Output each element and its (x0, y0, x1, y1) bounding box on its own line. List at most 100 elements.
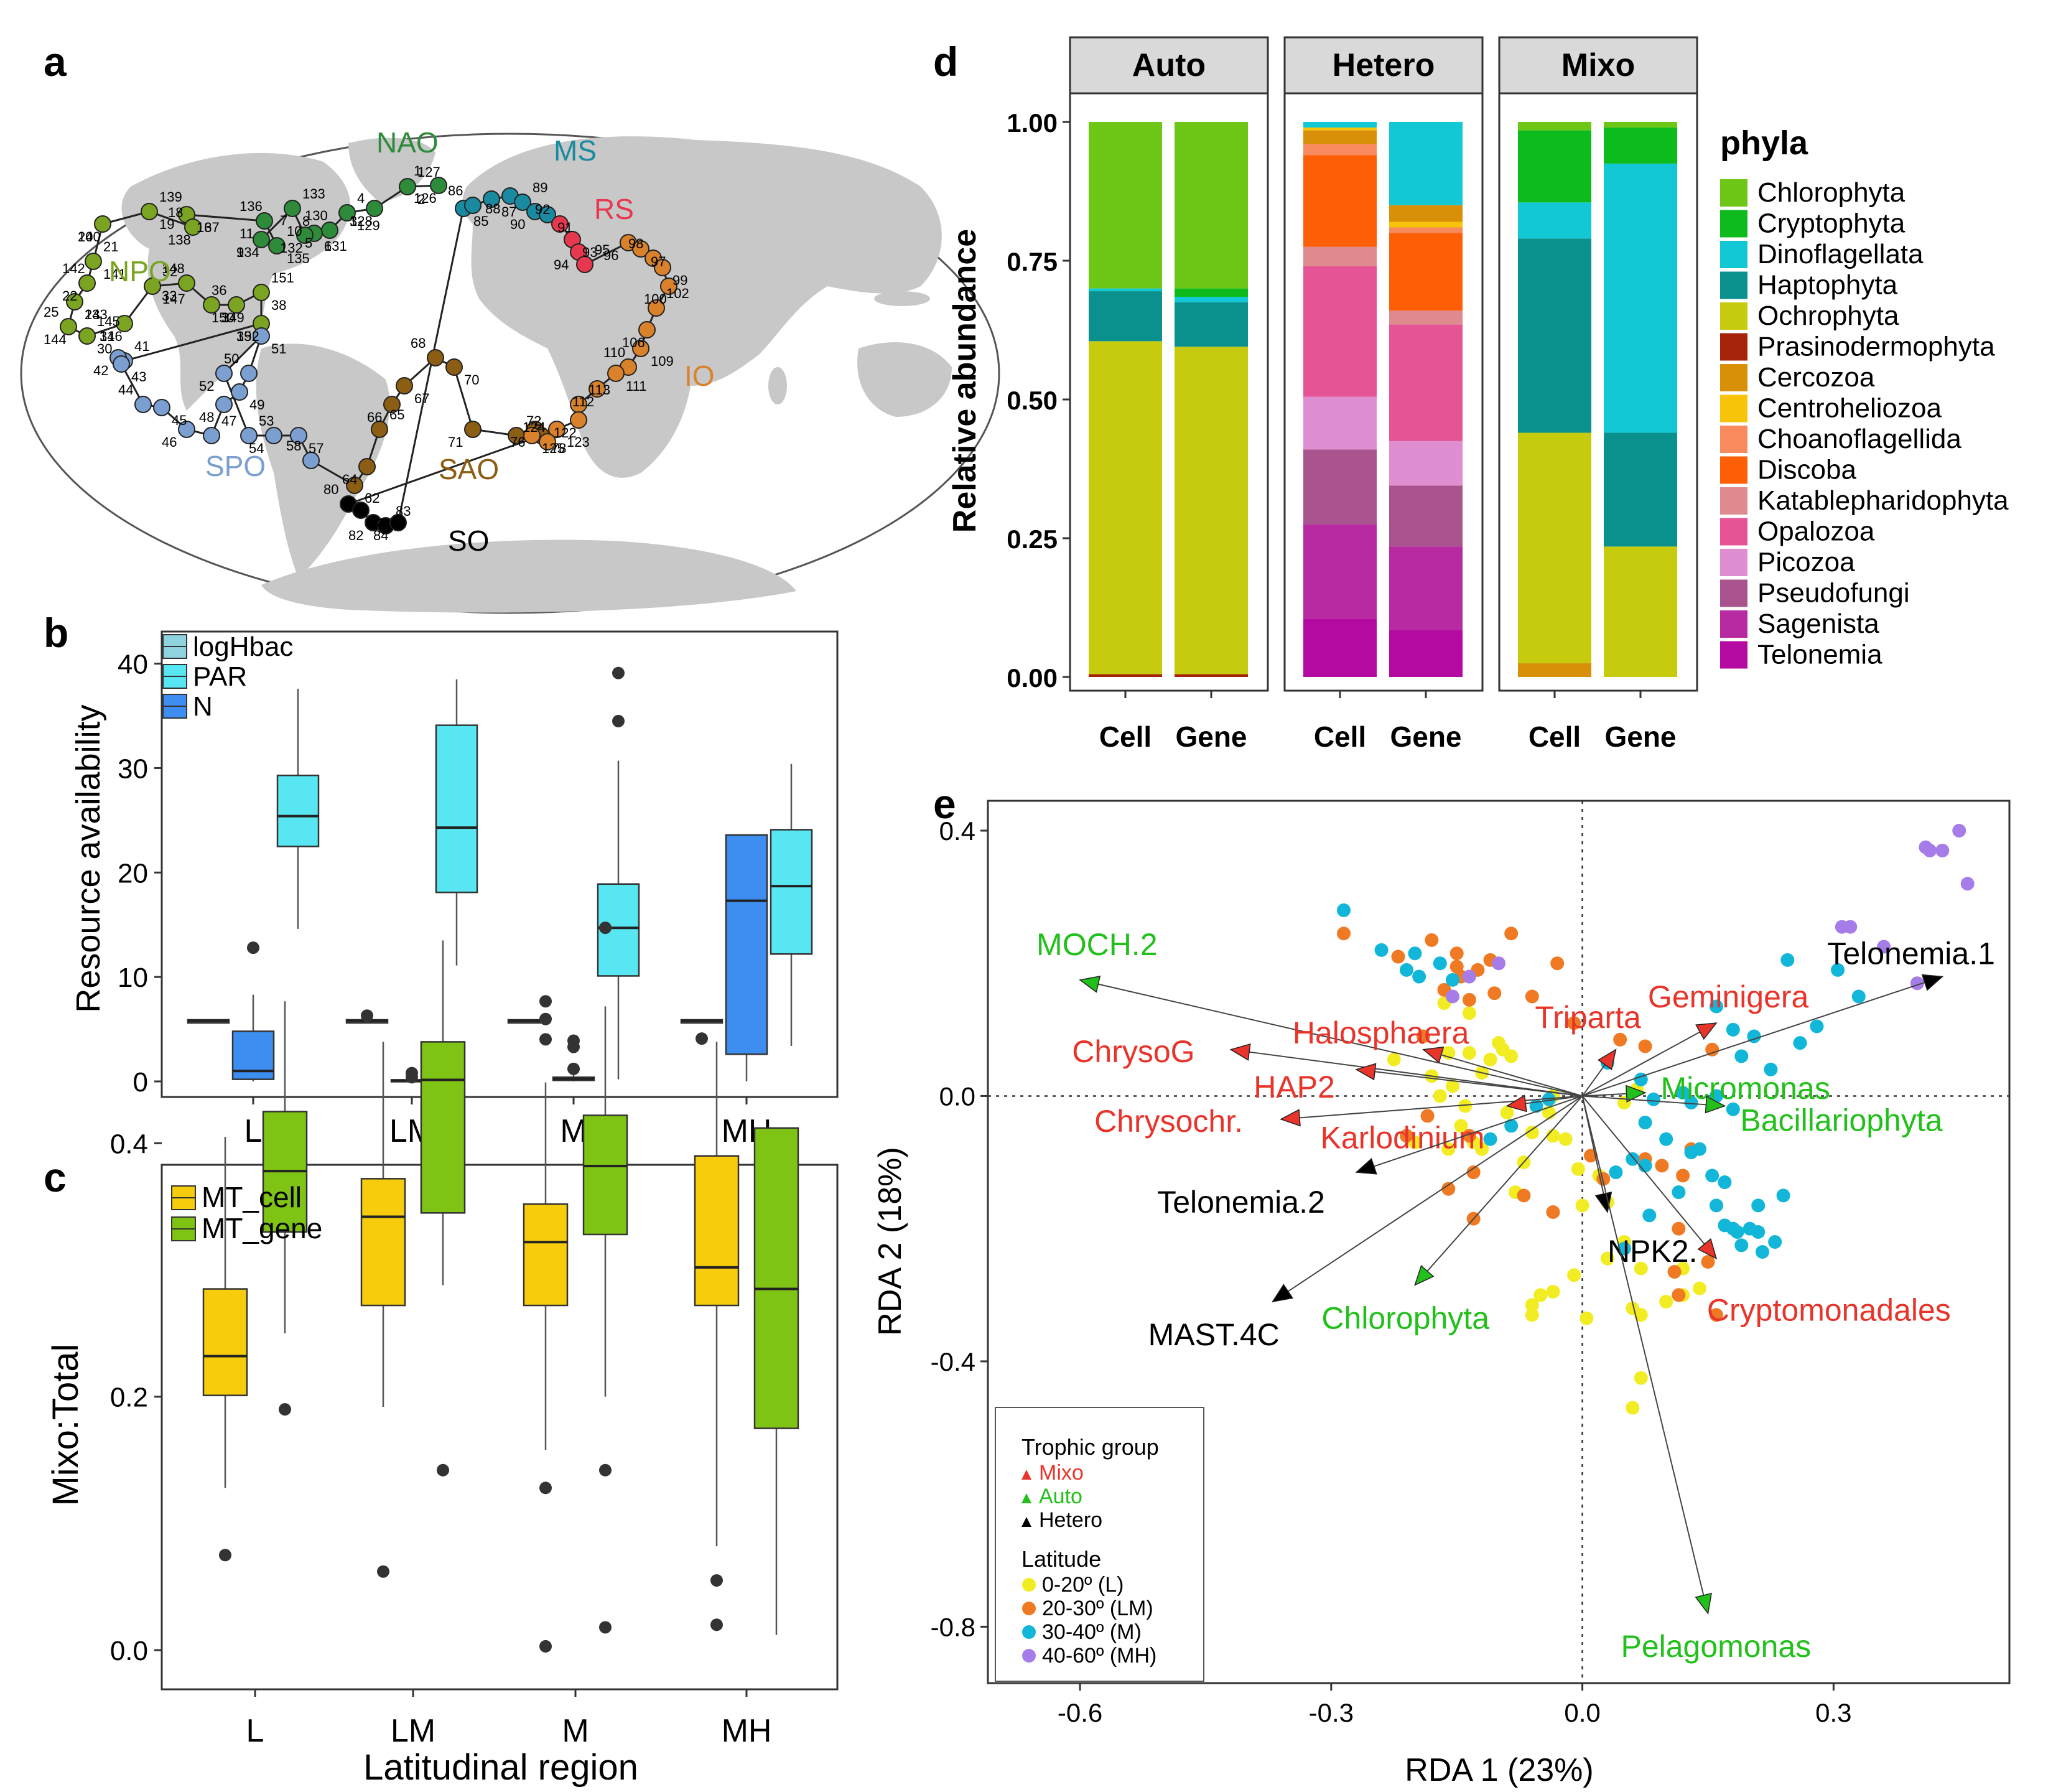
station-dot-npo (94, 215, 111, 233)
arrow-head (1597, 1048, 1617, 1071)
station-number-label: 6 (324, 238, 332, 254)
station-number-label: 32 (162, 264, 177, 279)
bar-segment-Dinoflagellata (1175, 296, 1248, 302)
y-tick-label: 0.2 (110, 1383, 148, 1413)
arrow-head (1355, 1063, 1377, 1081)
station-number-label: 99 (672, 273, 687, 288)
bar-segment-Cercozoa (1389, 205, 1463, 222)
sample-point-m (1718, 1175, 1732, 1190)
box-MT_cell-LM (360, 1042, 406, 1578)
x-tick-label: LM (391, 1713, 435, 1749)
station-dot-spo (240, 365, 258, 382)
box-iqr (582, 1114, 628, 1236)
x-tick-label: Gene (1175, 721, 1247, 753)
sample-point-m (1638, 1159, 1652, 1173)
station-number-label: 94 (554, 257, 569, 273)
sample-point-m (1399, 963, 1413, 977)
y-tick-label: 10 (118, 963, 148, 993)
station-dot-npo (141, 203, 158, 220)
legend-label-Haptophyta: Haptophyta (1757, 270, 1898, 301)
arrow-moch-2: MOCH.2 (1036, 927, 1583, 1097)
sample-point-lm (1399, 1129, 1413, 1143)
bar-segment-Ochrophyta (1518, 432, 1591, 663)
outlier-point (377, 1565, 389, 1578)
y-tick-label: 0.4 (939, 816, 975, 846)
station-dot-io (632, 240, 649, 258)
station-dot-sao (358, 458, 376, 475)
station-dot-ms (514, 194, 531, 211)
y-tick-label: 40 (118, 650, 148, 680)
station-dot-nao (296, 226, 314, 244)
sample-point-lm (1550, 956, 1565, 971)
station-dot-ms (483, 190, 500, 208)
station-dot-io (548, 421, 565, 438)
landmass-east-asia (809, 195, 910, 269)
sample-point-m (1751, 1198, 1766, 1213)
bar-segment-Picozoa (1389, 441, 1463, 486)
station-number-label: 3 (350, 213, 357, 229)
outlier-point (361, 1009, 373, 1022)
landmass-madagascar (768, 367, 787, 404)
panel-e-label: e (933, 781, 956, 827)
station-dot-spo (253, 327, 270, 345)
station-number-label: 122 (554, 425, 577, 441)
station-number-label: 65 (389, 407, 404, 422)
station-number-label: 88 (485, 201, 500, 217)
sample-point-l (1458, 1099, 1473, 1113)
sample-point-lm (1655, 1159, 1669, 1173)
station-dot-spo (231, 383, 248, 401)
station-number-label: 53 (259, 413, 274, 429)
outlier-point (599, 1621, 612, 1634)
sample-point-m (1755, 1244, 1769, 1259)
sample-point-m (1693, 1142, 1707, 1156)
bar-segment-Cercozoa (1518, 663, 1591, 677)
facet-title: Hetero (1333, 47, 1435, 83)
sample-point-m (1726, 1022, 1740, 1037)
sample-point-l (1546, 1284, 1560, 1299)
station-number-label: 81 (371, 515, 386, 531)
station-dot-io (648, 299, 665, 317)
panel-e-axes: -0.6 -0.3 0.0 0.3 -0.8 -0.4 0.0 0.4 (931, 801, 2009, 1727)
station-number-label: 127 (417, 164, 440, 180)
bar-segment-Haptophyta (1175, 302, 1248, 347)
sample-point-mh (1923, 843, 1937, 857)
sample-point-l (1634, 1261, 1648, 1276)
box-MT_cell-MH (694, 1042, 740, 1631)
arrow-shaft (1356, 1068, 1583, 1097)
outlier-point (539, 1640, 552, 1653)
station-number-label: 83 (396, 503, 411, 519)
arrow-halosphaera: Halosphaera (1293, 1015, 1583, 1097)
legend-swatch-Prasinodermophyta (1720, 333, 1747, 361)
arrow-head (1505, 1094, 1527, 1113)
sample-point-m (1764, 1062, 1778, 1076)
station-number-label: 106 (622, 335, 645, 350)
sample-point-mh (1960, 877, 1975, 891)
bar-segment-Chlorophyta (1089, 122, 1162, 289)
sample-point-lm (1425, 933, 1439, 947)
arrow-chrysochr-: Chrysochr. (1094, 1095, 1583, 1139)
panel-d-stacked-bars: d Relative abundance 0.00 0.25 0.50 0.75 1.0… (933, 36, 2009, 753)
panel-c-axes: 0.0 0.2 0.4 L LM M MH (110, 1129, 772, 1749)
sample-point-l (1634, 1308, 1648, 1322)
panel-c-label: c (44, 1154, 67, 1200)
panel-c-x-axis-label: Latitudinal region (363, 1747, 638, 1788)
arrow-head (1079, 976, 1101, 993)
bar-segment-Katablepharidophyta (1303, 246, 1377, 266)
y-tick-label: 20 (118, 858, 148, 889)
sample-point-lm (1449, 946, 1464, 961)
station-number-label: 137 (197, 220, 220, 235)
outlier-point (279, 1403, 291, 1416)
landmass-south-america (256, 343, 390, 579)
station-number-label: 86 (448, 183, 463, 198)
bar-segment-Centroheliozoa (1389, 222, 1463, 228)
station-dot-sao (383, 396, 401, 413)
sample-point-lm (1546, 1205, 1560, 1220)
sample-point-lm (1567, 1016, 1581, 1030)
station-number-label: 100 (644, 291, 667, 307)
arrow-shaft (1582, 1095, 1725, 1107)
panel-c-boxes (202, 922, 799, 1653)
station-number-label: 92 (535, 202, 550, 217)
arrow-geminigera: Geminigera (1582, 979, 1809, 1097)
